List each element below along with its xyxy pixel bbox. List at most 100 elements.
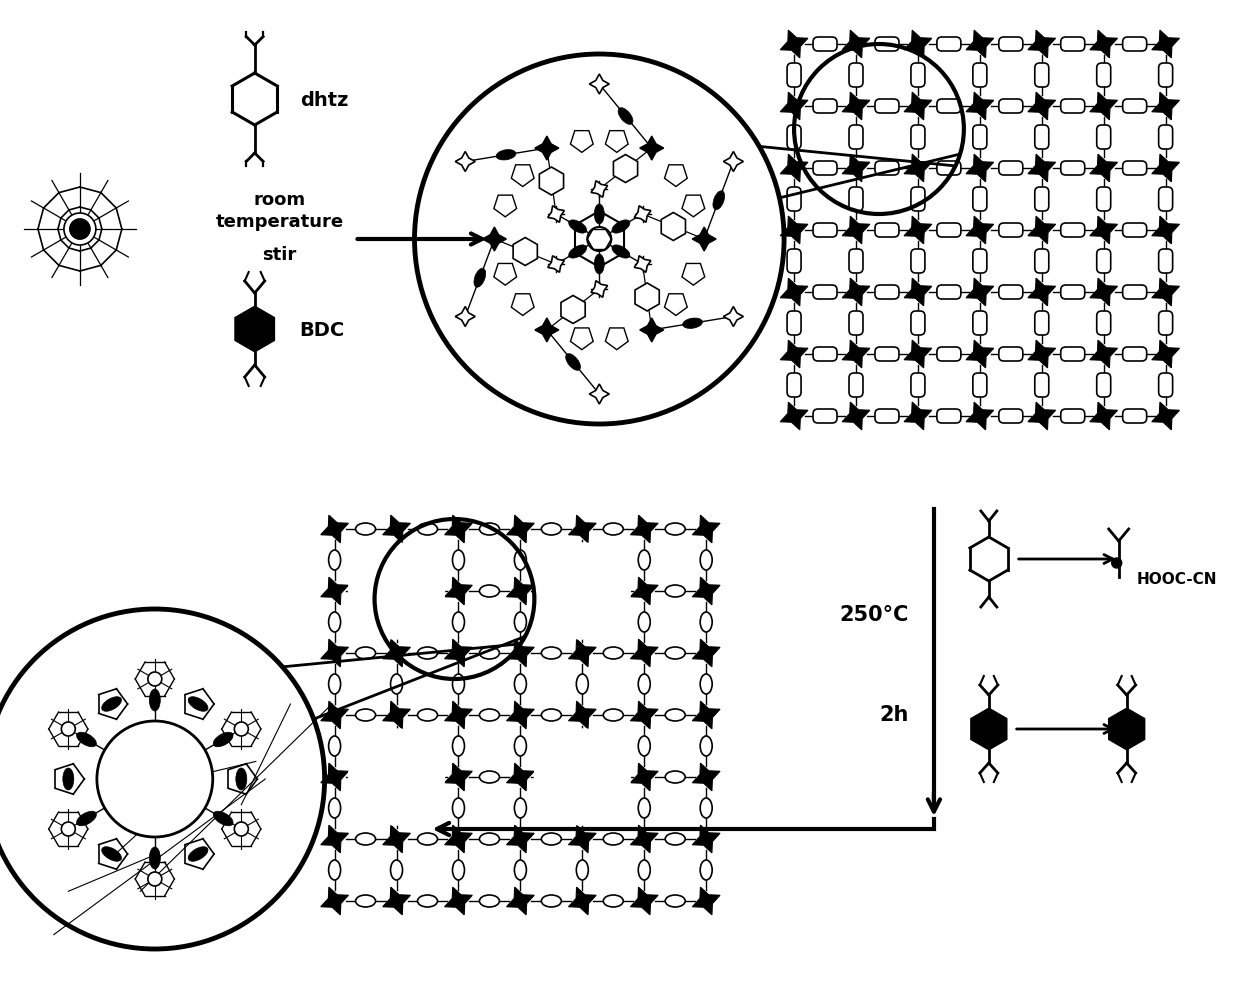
Polygon shape [692,228,717,252]
Ellipse shape [391,551,403,571]
Ellipse shape [542,895,562,907]
FancyBboxPatch shape [1096,188,1111,212]
Ellipse shape [639,798,650,818]
Polygon shape [842,93,869,120]
Polygon shape [383,701,410,729]
Polygon shape [534,319,559,343]
FancyBboxPatch shape [813,38,837,52]
FancyBboxPatch shape [787,188,801,212]
Polygon shape [630,578,658,605]
Ellipse shape [665,709,686,721]
Ellipse shape [639,736,650,756]
Polygon shape [904,93,931,120]
Ellipse shape [480,524,500,536]
FancyBboxPatch shape [813,409,837,423]
Polygon shape [513,239,537,266]
FancyBboxPatch shape [1096,64,1111,88]
Ellipse shape [577,551,588,571]
Polygon shape [634,257,651,273]
Polygon shape [589,384,609,404]
Ellipse shape [480,586,500,598]
FancyBboxPatch shape [937,286,961,300]
FancyBboxPatch shape [999,348,1023,362]
Ellipse shape [391,736,403,756]
Polygon shape [1028,31,1055,59]
FancyBboxPatch shape [875,348,899,362]
Polygon shape [1152,93,1179,120]
Polygon shape [972,709,1006,749]
Ellipse shape [329,551,341,571]
Ellipse shape [665,647,686,659]
Ellipse shape [356,833,376,846]
Polygon shape [1090,31,1117,59]
Polygon shape [966,403,993,430]
Polygon shape [692,701,720,729]
Polygon shape [904,217,931,245]
FancyBboxPatch shape [999,409,1023,423]
Ellipse shape [683,319,702,329]
Polygon shape [589,75,609,95]
Polygon shape [780,279,808,307]
Ellipse shape [418,895,438,907]
Polygon shape [692,825,720,853]
Polygon shape [321,825,348,853]
Ellipse shape [329,613,341,632]
FancyBboxPatch shape [849,250,863,274]
Polygon shape [507,640,534,667]
Polygon shape [591,282,608,298]
Polygon shape [682,196,704,218]
Ellipse shape [515,736,527,756]
Ellipse shape [356,586,376,598]
Polygon shape [1152,279,1179,307]
FancyBboxPatch shape [973,64,987,88]
Polygon shape [966,155,993,183]
FancyBboxPatch shape [1096,312,1111,336]
Polygon shape [1090,341,1117,368]
FancyBboxPatch shape [999,100,1023,114]
Circle shape [588,228,611,252]
Ellipse shape [577,674,588,694]
FancyBboxPatch shape [849,125,863,149]
FancyBboxPatch shape [937,348,961,362]
Polygon shape [534,137,559,160]
Ellipse shape [577,798,588,818]
FancyBboxPatch shape [973,188,987,212]
Polygon shape [1152,155,1179,183]
Polygon shape [568,888,596,915]
Ellipse shape [542,771,562,783]
Ellipse shape [480,895,500,907]
FancyBboxPatch shape [849,374,863,397]
Polygon shape [445,578,472,605]
Ellipse shape [418,771,438,783]
FancyBboxPatch shape [999,224,1023,238]
Ellipse shape [356,895,376,907]
Polygon shape [692,888,720,915]
Polygon shape [692,763,720,791]
Ellipse shape [213,732,233,747]
FancyBboxPatch shape [911,188,925,212]
Polygon shape [548,257,564,273]
Polygon shape [1028,279,1055,307]
Polygon shape [692,516,720,544]
Polygon shape [445,825,472,853]
FancyBboxPatch shape [849,188,863,212]
Ellipse shape [604,647,624,659]
Ellipse shape [594,205,604,225]
Ellipse shape [665,895,686,907]
Polygon shape [548,207,564,223]
Ellipse shape [391,613,403,632]
Ellipse shape [236,768,247,790]
Ellipse shape [604,895,624,907]
Ellipse shape [329,736,341,756]
Ellipse shape [665,771,686,783]
Ellipse shape [453,736,465,756]
FancyBboxPatch shape [1060,286,1085,300]
Ellipse shape [594,255,604,275]
Polygon shape [321,763,348,791]
Ellipse shape [356,771,376,783]
Circle shape [64,214,95,246]
Polygon shape [445,701,472,729]
FancyBboxPatch shape [787,312,801,336]
Polygon shape [1152,403,1179,430]
Polygon shape [966,93,993,120]
